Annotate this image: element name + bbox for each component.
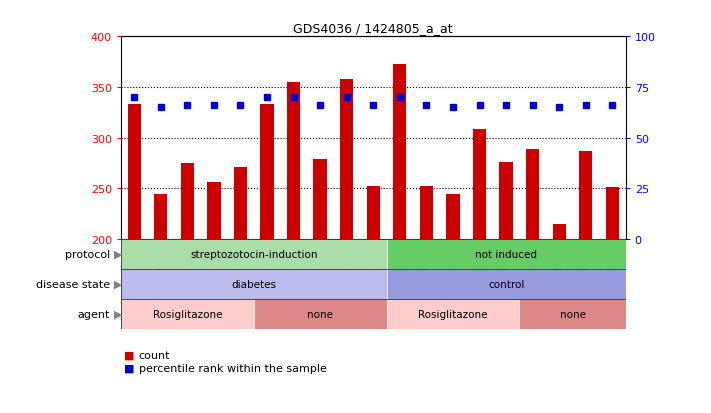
Text: Rosiglitazone: Rosiglitazone	[153, 309, 222, 319]
Bar	[121, 240, 387, 269]
Text: protocol: protocol	[65, 249, 110, 259]
Bar	[419, 187, 433, 240]
Title: GDS4036 / 1424805_a_at: GDS4036 / 1424805_a_at	[294, 21, 453, 35]
Bar	[473, 129, 486, 240]
Text: none: none	[560, 309, 586, 319]
Bar	[520, 299, 626, 329]
Text: percentile rank within the sample: percentile rank within the sample	[139, 363, 326, 373]
Bar	[181, 164, 194, 240]
Text: disease state: disease state	[36, 279, 110, 289]
Bar	[387, 269, 626, 299]
Bar	[314, 159, 327, 240]
Bar	[340, 80, 353, 240]
Text: not induced: not induced	[475, 249, 537, 259]
Text: ▶: ▶	[114, 309, 122, 319]
Bar	[579, 152, 592, 240]
Text: ▶: ▶	[114, 249, 122, 259]
Text: diabetes: diabetes	[231, 279, 276, 289]
Text: agent: agent	[77, 309, 110, 319]
Text: none: none	[307, 309, 333, 319]
Bar	[552, 224, 566, 240]
Bar	[121, 299, 254, 329]
Text: streptozotocin-induction: streptozotocin-induction	[190, 249, 318, 259]
Bar	[499, 163, 513, 240]
Bar	[207, 183, 220, 240]
Bar	[447, 195, 459, 240]
Bar	[127, 105, 141, 240]
Bar	[287, 83, 300, 240]
Bar	[254, 299, 387, 329]
Bar	[526, 150, 540, 240]
Bar	[606, 188, 619, 240]
Bar	[387, 240, 626, 269]
Bar	[121, 269, 387, 299]
Bar	[154, 195, 167, 240]
Text: Rosiglitazone: Rosiglitazone	[418, 309, 488, 319]
Text: ▶: ▶	[114, 279, 122, 289]
Bar	[260, 105, 274, 240]
Bar	[387, 299, 520, 329]
Text: count: count	[139, 350, 170, 360]
Bar	[393, 64, 407, 240]
Bar	[234, 168, 247, 240]
Text: ■: ■	[124, 363, 135, 373]
Text: ■: ■	[124, 350, 135, 360]
Bar	[367, 187, 380, 240]
Text: control: control	[488, 279, 524, 289]
